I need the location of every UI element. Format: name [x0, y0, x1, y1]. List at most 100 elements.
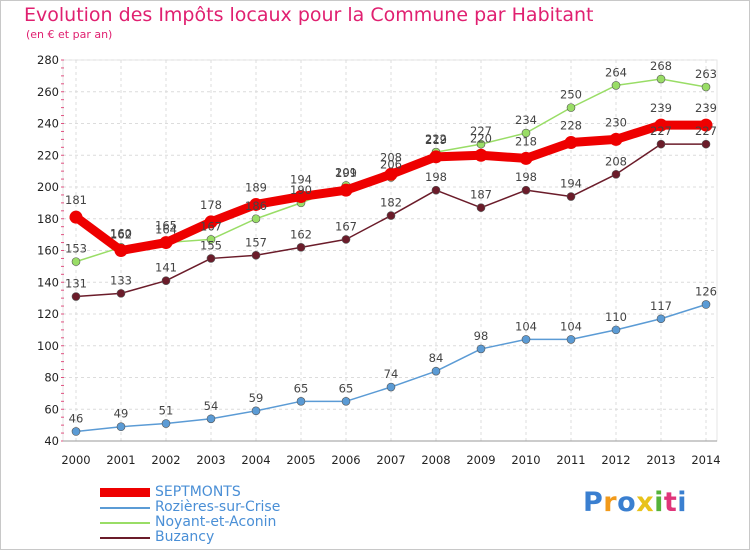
data-point: [521, 335, 531, 344]
logo-letter: x: [636, 487, 655, 518]
data-label: 133: [110, 273, 132, 287]
data-label: 181: [65, 193, 87, 207]
data-label: 160: [110, 227, 132, 241]
data-label: 263: [695, 67, 717, 81]
data-point: [431, 366, 441, 376]
data-point: [296, 243, 306, 252]
data-point: [206, 235, 216, 244]
data-label: 98: [474, 329, 489, 343]
data-point: [296, 397, 306, 406]
legend-label: Rozières-sur-Crise: [155, 499, 281, 515]
data-label: 208: [380, 150, 402, 164]
data-point: [611, 170, 621, 179]
data-point: [341, 235, 351, 244]
data-point: [611, 325, 621, 335]
y-tick-label: 40: [44, 434, 59, 448]
y-tick-label: 80: [44, 371, 59, 385]
data-label: 227: [650, 124, 672, 138]
x-tick-label: 2008: [421, 453, 450, 467]
data-point: [566, 192, 576, 201]
legend-label: Noyant-et-Aconin: [155, 514, 277, 530]
data-label: 54: [204, 399, 219, 413]
data-label: 126: [695, 284, 717, 298]
data-label: 222: [425, 132, 447, 146]
data-label: 59: [249, 391, 264, 405]
data-label: 65: [339, 381, 354, 395]
x-tick-label: 2012: [601, 453, 630, 467]
legend-swatch: [100, 522, 150, 524]
data-label: 187: [470, 188, 492, 202]
data-point: [609, 132, 623, 146]
y-tick-label: 280: [37, 53, 59, 67]
data-point: [429, 150, 443, 164]
data-point: [474, 148, 488, 162]
logo-letter: t: [663, 487, 678, 518]
data-label: 198: [425, 170, 447, 184]
data-point: [251, 214, 261, 224]
data-label: 131: [65, 277, 87, 291]
data-point: [476, 344, 486, 354]
chart-title: Evolution des Impôts locaux pour la Comm…: [24, 4, 594, 26]
data-point: [656, 314, 666, 324]
data-label: 104: [560, 319, 582, 333]
data-label: 162: [110, 227, 132, 241]
data-label: 227: [695, 124, 717, 138]
logo-letter: i: [654, 487, 664, 518]
data-label: 198: [515, 170, 537, 184]
data-point: [251, 250, 261, 260]
y-tick-label: 60: [44, 402, 59, 416]
data-point: [116, 422, 126, 432]
data-label: 84: [429, 351, 444, 365]
data-point: [701, 139, 711, 149]
x-tick-label: 2010: [511, 453, 540, 467]
data-label: 104: [515, 319, 537, 333]
proxiti-logo: Proxiti: [583, 487, 687, 518]
data-label: 164: [155, 223, 177, 237]
data-label: 219: [425, 133, 447, 147]
data-point: [476, 139, 486, 149]
data-label: 250: [560, 88, 582, 102]
data-point: [656, 139, 666, 149]
data-label: 51: [159, 404, 174, 418]
data-point: [384, 167, 398, 181]
series-septmonts: [69, 118, 713, 257]
data-point: [656, 74, 666, 84]
data-point: [249, 197, 263, 211]
data-label: 46: [69, 411, 84, 425]
data-point: [566, 335, 576, 344]
y-tick-label: 200: [37, 180, 59, 194]
series-buzancy: [71, 139, 711, 301]
data-point: [251, 406, 261, 416]
y-tick-label: 140: [37, 275, 59, 289]
data-point: [521, 185, 531, 195]
data-label: 178: [200, 198, 222, 212]
x-tick-label: 2001: [106, 453, 135, 467]
chart-subtitle: (en € et par an): [26, 28, 113, 41]
data-label: 167: [335, 219, 357, 233]
y-tick-label: 260: [37, 85, 59, 99]
legend-swatch: [100, 537, 150, 539]
y-tick-label: 180: [37, 212, 59, 226]
data-label: 153: [65, 242, 87, 256]
data-label: 199: [335, 166, 357, 180]
x-tick-label: 2009: [466, 453, 495, 467]
data-point: [654, 118, 668, 132]
data-point: [699, 118, 713, 132]
logo-letter: P: [583, 487, 604, 518]
data-label: 234: [515, 113, 537, 127]
legend-swatch: [100, 507, 150, 509]
data-label: 190: [290, 183, 312, 197]
data-label: 155: [200, 238, 222, 252]
data-label: 206: [380, 157, 402, 171]
data-label: 227: [470, 124, 492, 138]
series-rozi-res-sur-crise: [71, 300, 711, 436]
x-tick-label: 2004: [241, 453, 270, 467]
y-tick-label: 220: [37, 148, 59, 162]
data-point: [521, 128, 531, 138]
data-point: [161, 276, 171, 285]
data-label: 165: [155, 219, 177, 233]
data-point: [341, 397, 351, 406]
data-point: [386, 382, 396, 392]
data-point: [71, 292, 81, 301]
data-label: 230: [605, 115, 627, 129]
